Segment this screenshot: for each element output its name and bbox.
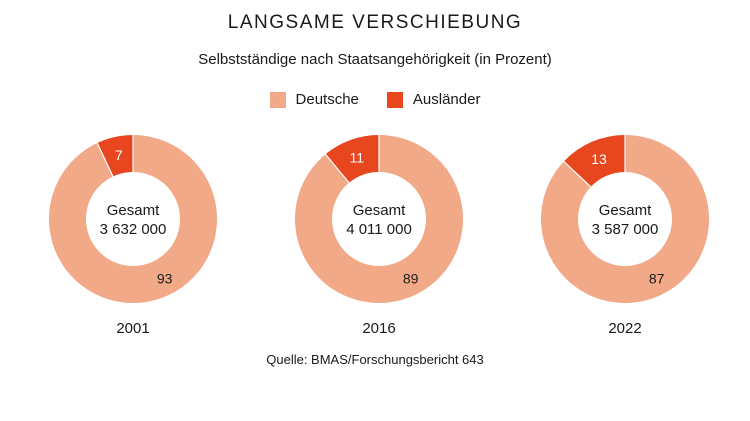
chart-title: LANGSAME VERSCHIEBUNG [227,12,523,33]
label-deutsche-2022: 87 [649,271,665,287]
year-label-2001: 2001 [116,320,149,337]
label-deutsche-2001: 93 [157,271,173,287]
year-label-2022: 2022 [608,320,641,337]
center-label-2001: Gesamt [107,202,160,219]
label-auslaender-2016: 11 [350,149,365,165]
slice-deutsche-2016 [295,135,464,303]
chart-subtitle: Selbstständige nach Staatsangehörigkeit … [198,51,552,68]
center-label-2016: Gesamt [353,202,406,219]
legend-swatch-deutsche [269,91,286,108]
legend-item-auslaender: Ausländer [386,91,481,108]
legend-item-deutsche: Deutsche [269,91,359,108]
slice-auslaender-2001 [97,135,133,177]
slice-separator-2022-1 [563,161,592,188]
label-deutsche-2016: 89 [403,271,419,287]
year-label-2016: 2016 [362,320,395,337]
slice-deutsche-2022 [541,135,710,303]
legend: Deutsche Ausländer [0,91,750,108]
center-value-2016: 4 011 000 [346,221,412,238]
slice-separator-2016-1 [324,153,350,184]
legend-swatch-auslaender [386,91,403,108]
legend-label-auslaender: Ausländer [412,91,481,108]
legend-label-deutsche: Deutsche [295,91,359,108]
label-auslaender-2022: 13 [591,151,607,167]
center-value-2022: 3 587 000 [592,221,659,238]
slice-deutsche-2001 [48,135,218,303]
slice-separator-2001-1 [96,142,114,177]
slice-auslaender-2022 [563,135,625,187]
center-label-2022: Gesamt [599,202,652,219]
source-note: Quelle: BMAS/Forschungsbericht 643 [266,352,484,367]
label-auslaender-2001: 7 [115,147,123,163]
center-value-2001: 3 632 000 [100,221,167,238]
slice-auslaender-2016 [325,135,379,183]
